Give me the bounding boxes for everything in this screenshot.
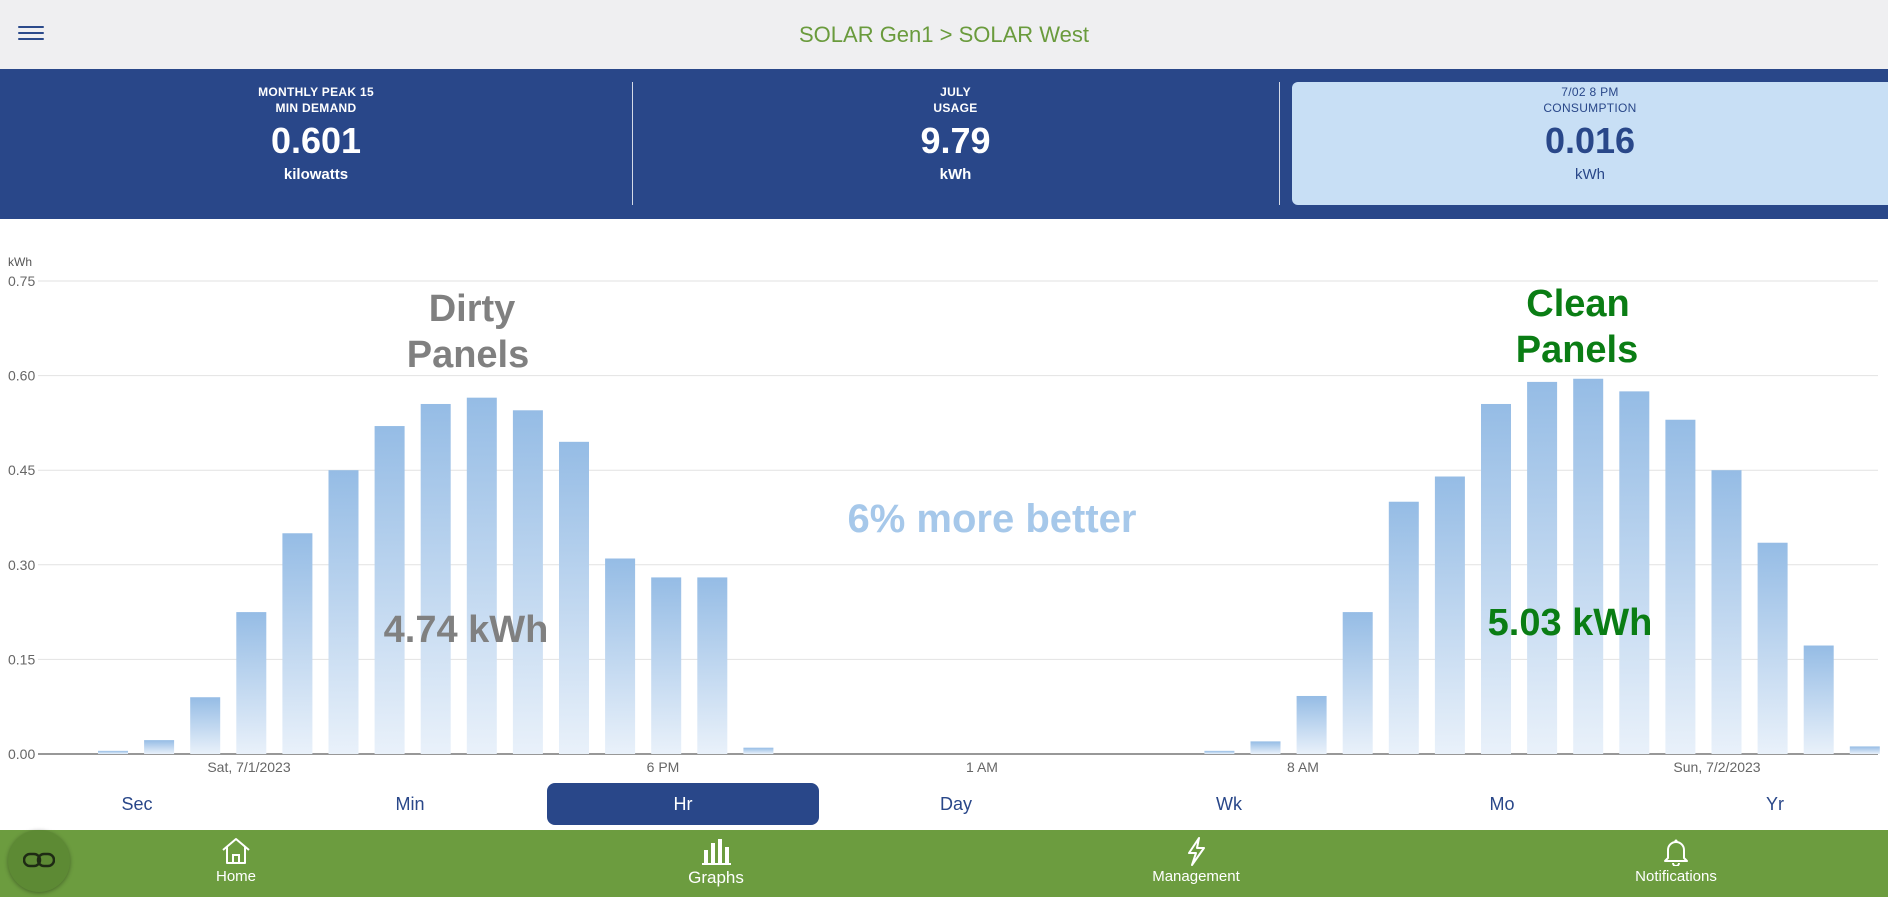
y-tick-label: 0.00 [8, 746, 35, 762]
bar-chart-icon [702, 839, 731, 865]
y-tick-label: 0.75 [8, 273, 35, 289]
dirty-panels-total: 4.74 kWh [384, 609, 549, 651]
bell-icon [1664, 839, 1688, 866]
y-axis-label: kWh [8, 255, 32, 269]
bar[interactable] [328, 470, 359, 754]
bar[interactable] [605, 558, 636, 754]
nav-label: Management [1152, 868, 1240, 885]
y-tick-label: 0.60 [8, 368, 35, 384]
stat-label: MONTHLY PEAK 15 [258, 85, 374, 99]
tab-hr[interactable]: Hr [547, 783, 819, 825]
stat-july-usage[interactable]: JULY USAGE 9.79 kWh [633, 82, 1278, 205]
resolution-tabs: Sec Min Hr Day Wk Mo Yr [0, 783, 1888, 825]
bar[interactable] [374, 426, 405, 754]
clean-panels-total: 5.03 kWh [1488, 602, 1653, 644]
x-tick-label: 8 AM [1287, 759, 1319, 775]
y-tick-label: 0.45 [8, 462, 35, 478]
y-tick-label: 0.15 [8, 651, 35, 667]
x-tick-label: 6 PM [647, 759, 680, 775]
tab-day[interactable]: Day [939, 794, 972, 814]
stat-value: 9.79 [920, 120, 991, 161]
tab-wk[interactable]: Wk [1216, 794, 1242, 814]
bar[interactable] [1342, 612, 1373, 754]
y-tick-label: 0.30 [8, 557, 35, 573]
bar[interactable] [1527, 381, 1558, 754]
nav-home[interactable]: Home [136, 830, 336, 897]
stat-label: USAGE [933, 101, 978, 115]
bar[interactable] [282, 533, 313, 754]
nav-label: Notifications [1635, 868, 1717, 885]
bar[interactable] [651, 577, 682, 754]
bar[interactable] [144, 740, 175, 754]
stat-label: MIN DEMAND [275, 101, 357, 115]
dirty-panels-title: Panels [407, 334, 530, 376]
divider [1279, 82, 1280, 205]
stat-monthly-peak[interactable]: MONTHLY PEAK 15 MIN DEMAND 0.601 kilowat… [0, 82, 632, 205]
stat-label: CONSUMPTION [1543, 101, 1637, 115]
bar[interactable] [236, 612, 267, 754]
bar[interactable] [1250, 741, 1281, 754]
bottom-navigation: Home Graphs Management Notifications [0, 830, 1888, 897]
tab-sec[interactable]: Sec [121, 794, 153, 814]
bar[interactable] [1665, 419, 1696, 754]
stat-label: JULY [940, 85, 971, 99]
nav-notifications[interactable]: Notifications [1576, 830, 1776, 897]
stat-unit: kilowatts [283, 166, 349, 183]
home-icon [222, 838, 250, 864]
stat-value: 0.016 [1544, 120, 1636, 161]
nav-management[interactable]: Management [1096, 830, 1296, 897]
bar[interactable] [1204, 750, 1235, 754]
assistant-button[interactable] [8, 830, 70, 892]
usage-chart-svg[interactable]: kWh 0.00 0.15 0.30 0.45 0.60 0.75 Sat, 7/1/2023… [0, 250, 1888, 780]
bar[interactable] [420, 403, 451, 754]
nav-label: Home [215, 868, 256, 885]
bar[interactable] [466, 397, 497, 754]
dirty-panels-title: Dirty [429, 288, 516, 330]
stat-value: 0.601 [270, 120, 362, 161]
clean-panels-title: Clean [1526, 283, 1629, 325]
stat-unit: kWh [939, 166, 972, 183]
bar[interactable] [1481, 403, 1511, 754]
bar[interactable] [190, 697, 221, 754]
x-tick-label: 1 AM [966, 759, 998, 775]
bar[interactable] [1573, 378, 1604, 754]
usage-chart[interactable]: kWh 0.00 0.15 0.30 0.45 0.60 0.75 Sat, 7/1/2023… [0, 250, 1888, 780]
breadcrumb[interactable]: SOLAR Gen1 > SOLAR West [799, 22, 1089, 47]
stats-banner: MONTHLY PEAK 15 MIN DEMAND 0.601 kilowat… [0, 69, 1888, 219]
bar[interactable] [743, 747, 774, 754]
tab-min[interactable]: Min [395, 794, 425, 814]
bar[interactable] [1803, 645, 1834, 754]
tab-mo[interactable]: Mo [1489, 794, 1515, 814]
divider [632, 82, 633, 205]
bar[interactable] [512, 410, 543, 754]
bar[interactable] [697, 577, 728, 754]
tab-yr[interactable]: Yr [1766, 794, 1784, 814]
x-tick-label: Sat, 7/1/2023 [207, 759, 291, 775]
bar[interactable] [1434, 476, 1465, 754]
top-app-bar: SOLAR Gen1 > SOLAR West [0, 0, 1888, 69]
bar[interactable] [1711, 470, 1742, 754]
link-icon [23, 852, 55, 868]
bar[interactable] [559, 441, 589, 754]
bar[interactable] [1849, 746, 1880, 754]
bar[interactable] [1619, 391, 1650, 754]
bar[interactable] [1296, 695, 1327, 754]
clean-panels-title: Panels [1516, 329, 1639, 371]
bar[interactable] [1388, 501, 1419, 754]
hamburger-menu-icon[interactable] [18, 22, 44, 44]
nav-label: Graphs [688, 868, 744, 887]
nav-graphs[interactable]: Graphs [616, 830, 816, 897]
bar[interactable] [1757, 542, 1788, 754]
stat-unit: kWh [1575, 166, 1605, 183]
stat-label: 7/02 8 PM [1561, 85, 1619, 99]
comparison-note: 6% more better [848, 497, 1137, 541]
stat-consumption[interactable]: 7/02 8 PM CONSUMPTION 0.016 kWh [1292, 82, 1888, 205]
bar[interactable] [98, 750, 128, 754]
bolt-icon [1188, 837, 1205, 866]
x-tick-label: Sun, 7/2/2023 [1673, 759, 1760, 775]
